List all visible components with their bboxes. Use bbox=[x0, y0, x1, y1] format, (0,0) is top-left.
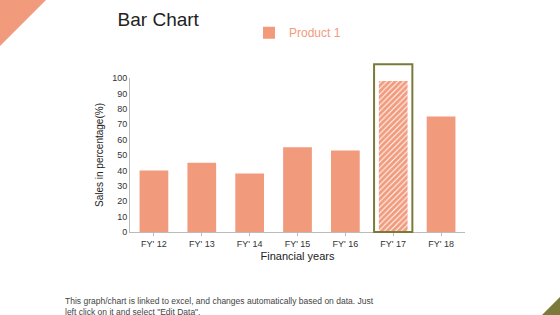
svg-text:This graph/chart is linked to: This graph/chart is linked to excel, and… bbox=[65, 296, 374, 315]
svg-text:FY' 16: FY' 16 bbox=[332, 239, 358, 249]
svg-text:80: 80 bbox=[117, 104, 127, 114]
svg-text:FY' 15: FY' 15 bbox=[285, 239, 311, 249]
svg-text:100: 100 bbox=[112, 73, 127, 83]
svg-text:FY' 17: FY' 17 bbox=[380, 239, 406, 249]
svg-text:50: 50 bbox=[117, 150, 127, 160]
svg-text:Bar Chart: Bar Chart bbox=[118, 9, 200, 30]
svg-text:Financial years: Financial years bbox=[261, 250, 335, 262]
svg-text:30: 30 bbox=[117, 181, 127, 191]
svg-text:90: 90 bbox=[117, 89, 127, 99]
svg-text:FY' 12: FY' 12 bbox=[141, 239, 167, 249]
svg-text:Product 1: Product 1 bbox=[289, 26, 341, 40]
svg-text:Sales in percentage(%): Sales in percentage(%) bbox=[94, 103, 105, 207]
svg-text:40: 40 bbox=[117, 166, 127, 176]
svg-text:60: 60 bbox=[117, 135, 127, 145]
svg-text:10: 10 bbox=[117, 212, 127, 222]
svg-text:FY' 18: FY' 18 bbox=[428, 239, 454, 249]
svg-text:70: 70 bbox=[117, 119, 127, 129]
svg-text:20: 20 bbox=[117, 196, 127, 206]
svg-text:FY' 13: FY' 13 bbox=[189, 239, 215, 249]
svg-text:FY' 14: FY' 14 bbox=[237, 239, 263, 249]
svg-text:0: 0 bbox=[122, 227, 127, 237]
